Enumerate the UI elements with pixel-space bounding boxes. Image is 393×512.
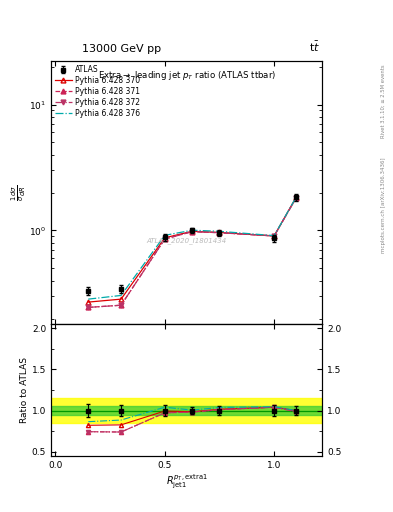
Pythia 6.428 370 — [119, 296, 123, 302]
Legend: ATLAS, Pythia 6.428 370, Pythia 6.428 371, Pythia 6.428 372, Pythia 6.428 376: ATLAS, Pythia 6.428 370, Pythia 6.428 37… — [53, 63, 141, 119]
Text: 13000 GeV pp: 13000 GeV pp — [82, 44, 162, 54]
Pythia 6.428 376 — [119, 292, 123, 298]
Pythia 6.428 370 — [294, 195, 298, 201]
X-axis label: $R_{\mathrm{jet1}}^{p_T,\mathrm{extra1}}$: $R_{\mathrm{jet1}}^{p_T,\mathrm{extra1}}… — [166, 472, 208, 490]
Line: Pythia 6.428 370: Pythia 6.428 370 — [86, 195, 298, 305]
Pythia 6.428 371 — [119, 302, 123, 308]
Pythia 6.428 370 — [86, 299, 91, 305]
Pythia 6.428 376 — [162, 232, 167, 239]
Pythia 6.428 370 — [190, 228, 195, 234]
Pythia 6.428 376 — [86, 296, 91, 302]
Line: Pythia 6.428 371: Pythia 6.428 371 — [86, 196, 298, 310]
Pythia 6.428 372 — [217, 230, 222, 236]
Pythia 6.428 372 — [294, 195, 298, 201]
Pythia 6.428 370 — [272, 233, 277, 239]
Y-axis label: $\frac{1}{\sigma}\frac{d\sigma}{dR}$: $\frac{1}{\sigma}\frac{d\sigma}{dR}$ — [9, 184, 28, 201]
Text: ATLAS_2020_I1801434: ATLAS_2020_I1801434 — [147, 237, 227, 244]
Text: Extra$\rightarrow$ leading jet $p_T$ ratio (ATLAS ttbar): Extra$\rightarrow$ leading jet $p_T$ rat… — [97, 69, 276, 82]
Pythia 6.428 371 — [294, 195, 298, 201]
Pythia 6.428 372 — [190, 228, 195, 234]
Pythia 6.428 371 — [190, 228, 195, 234]
Pythia 6.428 372 — [86, 304, 91, 310]
Pythia 6.428 371 — [162, 236, 167, 242]
Pythia 6.428 376 — [190, 227, 195, 233]
Pythia 6.428 376 — [272, 232, 277, 239]
Line: Pythia 6.428 376: Pythia 6.428 376 — [88, 198, 296, 299]
Pythia 6.428 370 — [217, 229, 222, 236]
Pythia 6.428 376 — [217, 228, 222, 234]
Bar — [51, 407, 322, 415]
Pythia 6.428 372 — [162, 236, 167, 242]
Pythia 6.428 372 — [272, 233, 277, 239]
Line: Pythia 6.428 372: Pythia 6.428 372 — [86, 196, 298, 310]
Pythia 6.428 371 — [272, 233, 277, 239]
Pythia 6.428 371 — [86, 304, 91, 310]
Pythia 6.428 376 — [294, 195, 298, 201]
Text: mcplots.cern.ch [arXiv:1306.3436]: mcplots.cern.ch [arXiv:1306.3436] — [381, 157, 386, 252]
Pythia 6.428 370 — [162, 234, 167, 241]
Text: Rivet 3.1.10; ≥ 2.5M events: Rivet 3.1.10; ≥ 2.5M events — [381, 64, 386, 138]
Bar — [51, 398, 322, 423]
Y-axis label: Ratio to ATLAS: Ratio to ATLAS — [20, 357, 29, 423]
Pythia 6.428 372 — [119, 302, 123, 308]
Text: t$\bar{t}$: t$\bar{t}$ — [309, 39, 320, 54]
Pythia 6.428 371 — [217, 230, 222, 236]
